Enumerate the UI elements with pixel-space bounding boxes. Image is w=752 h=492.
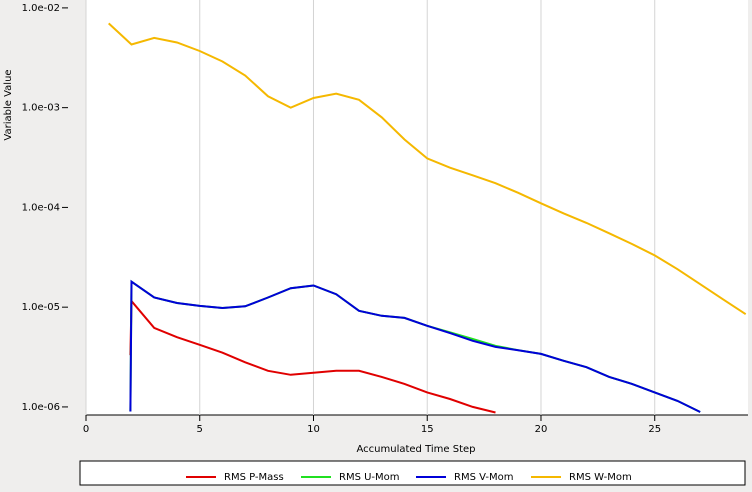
legend-label: RMS V-Mom (454, 472, 513, 483)
y-tick-label: 1.0e-06 (22, 402, 60, 413)
y-tick-label: 1.0e-03 (22, 103, 60, 114)
y-axis-title: Variable Value (3, 69, 14, 140)
y-tick-label: 1.0e-05 (22, 302, 60, 313)
y-tick-label: 1.0e-04 (22, 202, 60, 213)
y-tick-label: 1.0e-02 (22, 3, 60, 14)
legend (79, 460, 746, 486)
x-tick-label: 0 (83, 424, 89, 435)
plot-area (86, 0, 748, 415)
x-tick-label: 10 (307, 424, 320, 435)
series-line (129, 279, 701, 413)
legend-label: RMS P-Mass (224, 472, 284, 483)
series-line (108, 22, 747, 316)
x-tick-label: 15 (421, 424, 434, 435)
x-tick-label: 20 (535, 424, 548, 435)
x-tick-label: 5 (197, 424, 203, 435)
legend-label: RMS U-Mom (339, 472, 400, 483)
series-line (129, 298, 496, 414)
x-tick-label: 25 (648, 424, 661, 435)
x-axis-title: Accumulated Time Step (356, 444, 475, 455)
legend-label: RMS W-Mom (569, 472, 632, 483)
